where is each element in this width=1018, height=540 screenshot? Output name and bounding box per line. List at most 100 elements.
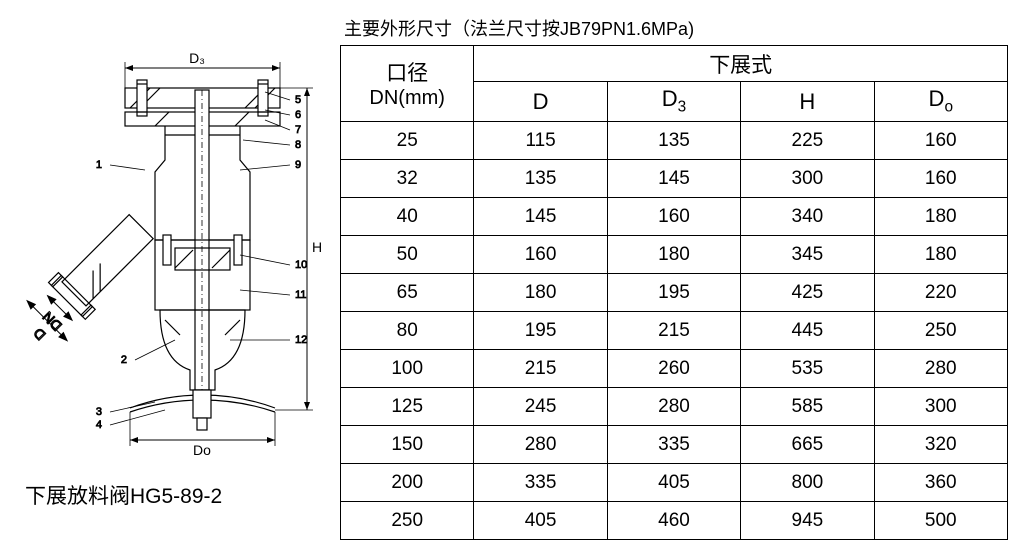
table-cell: 195 bbox=[474, 312, 607, 350]
dim-label-do: Do bbox=[193, 442, 211, 458]
header-group-right: 下展式 bbox=[474, 46, 1008, 82]
valve-stem bbox=[195, 90, 209, 400]
svg-text:4: 4 bbox=[96, 419, 102, 431]
svg-text:6: 6 bbox=[295, 109, 301, 121]
table-cell: 945 bbox=[741, 502, 874, 540]
table-cell: 800 bbox=[741, 464, 874, 502]
table-cell: 180 bbox=[607, 236, 740, 274]
table-cell: 665 bbox=[741, 426, 874, 464]
inlet-flange: DN D bbox=[15, 207, 161, 357]
table-cell: 225 bbox=[741, 122, 874, 160]
table-row: 65180195425220 bbox=[341, 274, 1008, 312]
table-panel: 主要外形尺寸（法兰尺寸按JB79PN1.6MPa) 口径 DN(mm) 下展式 … bbox=[340, 10, 1008, 540]
table-row: 100215260535280 bbox=[341, 350, 1008, 388]
table-title: 主要外形尺寸（法兰尺寸按JB79PN1.6MPa) bbox=[340, 15, 1008, 41]
bottom-disc bbox=[130, 390, 275, 430]
table-row: 250405460945500 bbox=[341, 502, 1008, 540]
table-cell: 280 bbox=[607, 388, 740, 426]
callouts-left: 1 2 3 4 bbox=[96, 159, 175, 431]
table-cell: 180 bbox=[874, 236, 1007, 274]
svg-text:12: 12 bbox=[295, 334, 307, 346]
header-d: D bbox=[474, 82, 607, 122]
table-cell: 220 bbox=[874, 274, 1007, 312]
table-cell: 405 bbox=[607, 464, 740, 502]
table-cell: 160 bbox=[607, 198, 740, 236]
table-cell: 50 bbox=[341, 236, 474, 274]
callouts-right: 5 6 7 8 9 10 11 12 bbox=[230, 92, 307, 346]
table-cell: 260 bbox=[607, 350, 740, 388]
table-cell: 345 bbox=[741, 236, 874, 274]
table-cell: 215 bbox=[474, 350, 607, 388]
table-cell: 195 bbox=[607, 274, 740, 312]
table-cell: 335 bbox=[474, 464, 607, 502]
header-caliber: 口径 bbox=[342, 57, 472, 87]
table-cell: 335 bbox=[607, 426, 740, 464]
table-cell: 300 bbox=[741, 160, 874, 198]
header-dn-group: 口径 DN(mm) bbox=[341, 46, 474, 122]
table-cell: 145 bbox=[607, 160, 740, 198]
table-cell: 25 bbox=[341, 122, 474, 160]
table-cell: 135 bbox=[474, 160, 607, 198]
dim-right-h: H bbox=[275, 88, 322, 410]
table-cell: 585 bbox=[741, 388, 874, 426]
table-cell: 180 bbox=[474, 274, 607, 312]
svg-text:5: 5 bbox=[295, 94, 301, 106]
svg-text:9: 9 bbox=[295, 159, 301, 171]
table-cell: 125 bbox=[341, 388, 474, 426]
table-cell: 150 bbox=[341, 426, 474, 464]
table-row: 40145160340180 bbox=[341, 198, 1008, 236]
svg-text:7: 7 bbox=[295, 124, 301, 136]
table-body: 2511513522516032135145300160401451603401… bbox=[341, 122, 1008, 540]
svg-text:8: 8 bbox=[295, 139, 301, 151]
svg-text:10: 10 bbox=[295, 259, 307, 271]
table-cell: 160 bbox=[874, 160, 1007, 198]
table-cell: 215 bbox=[607, 312, 740, 350]
diagram-caption: 下展放料阀HG5-89-2 bbox=[10, 480, 330, 510]
table-cell: 280 bbox=[474, 426, 607, 464]
svg-text:11: 11 bbox=[295, 289, 306, 301]
table-cell: 200 bbox=[341, 464, 474, 502]
header-h: H bbox=[741, 82, 874, 122]
table-row: 32135145300160 bbox=[341, 160, 1008, 198]
table-cell: 405 bbox=[474, 502, 607, 540]
table-cell: 535 bbox=[741, 350, 874, 388]
table-row: 25115135225160 bbox=[341, 122, 1008, 160]
svg-text:1: 1 bbox=[96, 159, 102, 171]
header-dn: DN(mm) bbox=[342, 87, 472, 110]
table-row: 50160180345180 bbox=[341, 236, 1008, 274]
header-d3: D3 bbox=[607, 82, 740, 122]
table-cell: 250 bbox=[341, 502, 474, 540]
table-cell: 135 bbox=[607, 122, 740, 160]
table-row: 150280335665320 bbox=[341, 426, 1008, 464]
table-cell: 300 bbox=[874, 388, 1007, 426]
table-cell: 425 bbox=[741, 274, 874, 312]
table-cell: 460 bbox=[607, 502, 740, 540]
header-do: Do bbox=[874, 82, 1007, 122]
table-cell: 160 bbox=[474, 236, 607, 274]
table-cell: 100 bbox=[341, 350, 474, 388]
svg-text:2: 2 bbox=[121, 354, 127, 366]
table-cell: 180 bbox=[874, 198, 1007, 236]
table-cell: 360 bbox=[874, 464, 1007, 502]
table-cell: 65 bbox=[341, 274, 474, 312]
dim-label-h: H bbox=[312, 239, 322, 255]
dim-label-d3: D₃ bbox=[189, 50, 205, 66]
table-cell: 40 bbox=[341, 198, 474, 236]
table-cell: 115 bbox=[474, 122, 607, 160]
table-cell: 340 bbox=[741, 198, 874, 236]
table-row: 125245280585300 bbox=[341, 388, 1008, 426]
table-cell: 445 bbox=[741, 312, 874, 350]
table-cell: 320 bbox=[874, 426, 1007, 464]
table-row: 80195215445250 bbox=[341, 312, 1008, 350]
table-cell: 250 bbox=[874, 312, 1007, 350]
table-cell: 245 bbox=[474, 388, 607, 426]
valve-diagram: D₃ bbox=[15, 40, 325, 460]
svg-text:3: 3 bbox=[96, 406, 102, 418]
table-cell: 32 bbox=[341, 160, 474, 198]
table-cell: 500 bbox=[874, 502, 1007, 540]
table-row: 200335405800360 bbox=[341, 464, 1008, 502]
table-cell: 280 bbox=[874, 350, 1007, 388]
diagram-panel: D₃ bbox=[10, 10, 340, 510]
table-cell: 80 bbox=[341, 312, 474, 350]
table-cell: 145 bbox=[474, 198, 607, 236]
